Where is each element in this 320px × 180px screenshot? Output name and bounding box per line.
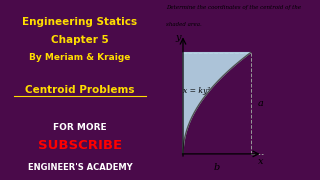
Text: By Meriam & Kraige: By Meriam & Kraige [29,53,131,62]
Polygon shape [183,53,251,154]
Text: ENGINEER'S ACADEMY: ENGINEER'S ACADEMY [28,163,132,172]
Text: Engineering Statics: Engineering Statics [22,17,138,27]
Text: a: a [257,99,263,108]
Text: Chapter 5: Chapter 5 [51,35,109,45]
Text: Centroid Problems: Centroid Problems [25,85,135,95]
Text: SUBSCRIBE: SUBSCRIBE [38,139,122,152]
Text: y: y [176,33,181,42]
Text: x: x [258,158,263,166]
Text: Determine the coordinates of the centroid of the: Determine the coordinates of the centroi… [166,5,301,10]
Text: shaded area.: shaded area. [166,22,202,27]
Text: x = ky²: x = ky² [183,87,210,95]
Text: FOR MORE: FOR MORE [53,123,107,132]
Text: b: b [214,163,220,172]
